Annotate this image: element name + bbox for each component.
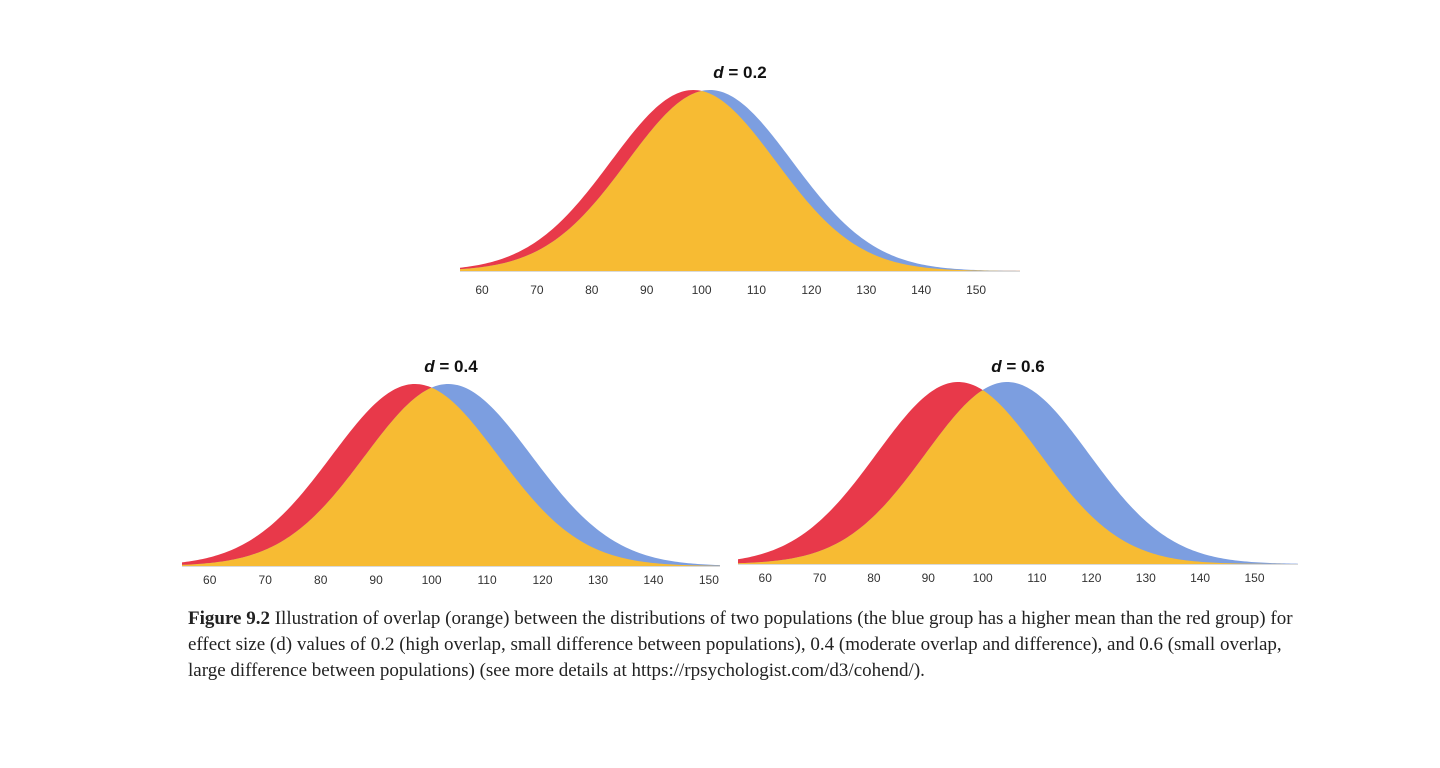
- title-value: = 0.2: [724, 63, 767, 82]
- figure-caption: Figure 9.2 Illustration of overlap (oran…: [188, 606, 1298, 684]
- x-tick-label: 70: [259, 573, 273, 587]
- x-tick-label: 60: [759, 571, 773, 585]
- x-tick-label: 140: [643, 573, 663, 587]
- x-tick-label: 140: [1190, 571, 1210, 585]
- overlap-area: [182, 387, 720, 566]
- x-tick-label: 120: [801, 283, 821, 297]
- x-tick-label: 70: [530, 283, 544, 297]
- chart-title: d = 0.6: [991, 357, 1044, 376]
- x-tick-label: 130: [856, 283, 876, 297]
- title-symbol: d: [991, 357, 1002, 376]
- x-tick-label: 60: [203, 573, 217, 587]
- x-tick-label: 140: [911, 283, 931, 297]
- x-tick-label: 70: [813, 571, 827, 585]
- title-symbol: d: [713, 63, 724, 82]
- x-tick-label: 150: [1244, 571, 1264, 585]
- overlap-area: [738, 390, 1298, 564]
- chart-title: d = 0.2: [713, 63, 766, 82]
- title-value: = 0.6: [1002, 357, 1045, 376]
- figure-label: Figure 9.2: [188, 608, 270, 629]
- caption-text: Illustration of overlap (orange) between…: [188, 608, 1293, 681]
- title-value: = 0.4: [435, 357, 479, 376]
- x-tick-label: 110: [747, 283, 766, 297]
- panel-d-0-4: d = 0.4 60 70 80 90 100 110 120 130 140 150: [182, 357, 720, 587]
- x-tick-label: 100: [973, 571, 993, 585]
- x-tick-label: 90: [369, 573, 383, 587]
- x-tick-label: 100: [692, 283, 712, 297]
- x-tick-label: 80: [585, 283, 599, 297]
- x-tick-label: 110: [478, 573, 497, 587]
- x-tick-label: 120: [532, 573, 552, 587]
- x-tick-label: 100: [422, 573, 442, 587]
- x-tick-label: 120: [1081, 571, 1101, 585]
- x-tick-label: 130: [1136, 571, 1156, 585]
- x-tick-label: 80: [867, 571, 881, 585]
- panel-d-0-2: d = 0.2 60 70 80 90 100 110 120 130 140 150: [460, 63, 1020, 297]
- overlap-area: [460, 91, 1020, 271]
- x-tick-label: 90: [922, 571, 936, 585]
- chart-title: d = 0.4: [424, 357, 478, 376]
- x-tick-label: 150: [966, 283, 986, 297]
- x-tick-label: 110: [1027, 571, 1046, 585]
- x-tick-label: 60: [475, 283, 489, 297]
- effect-size-figure: d = 0.2 60 70 80 90 100 110 120 130 140 150 d = 0.…: [182, 63, 1298, 587]
- title-symbol: d: [424, 357, 435, 376]
- x-tick-label: 150: [699, 573, 719, 587]
- x-tick-label: 130: [588, 573, 608, 587]
- x-tick-label: 80: [314, 573, 328, 587]
- panel-d-0-6: d = 0.6 60 70 80 90 100 110 120 130 140 150: [738, 357, 1298, 585]
- x-tick-label: 90: [640, 283, 654, 297]
